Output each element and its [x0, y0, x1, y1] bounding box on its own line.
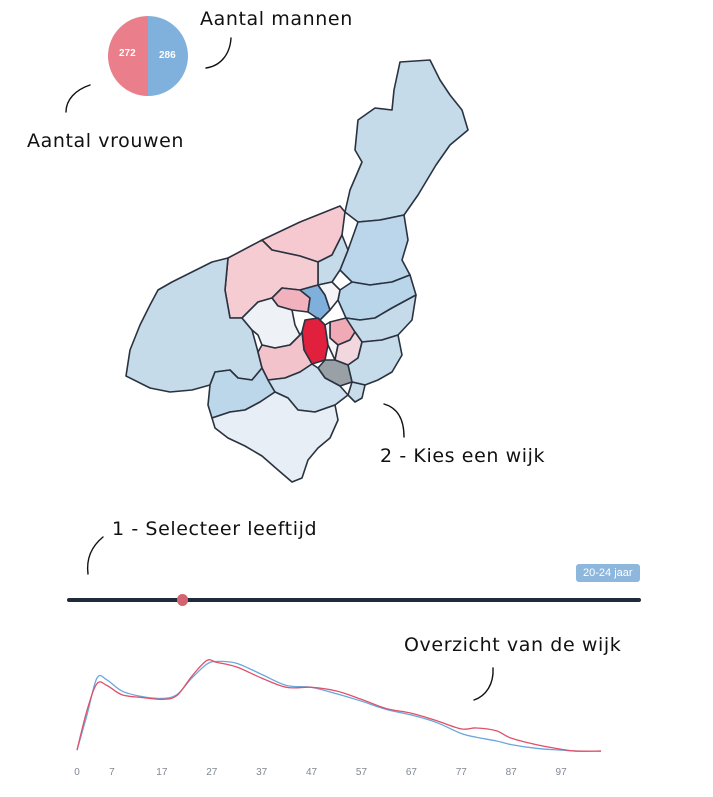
age-range-badge: 20-24 jaar	[576, 564, 640, 582]
women-annotation: Aantal vrouwen	[27, 130, 185, 152]
district-north-corridor[interactable]	[344, 59, 469, 223]
district-northeast-1[interactable]	[339, 214, 411, 286]
overview-annotation: Overzicht van de wijk	[404, 634, 622, 656]
district-far-southeast[interactable]	[347, 381, 366, 403]
district-southeast-blue[interactable]	[347, 334, 403, 386]
district-center-white-1[interactable]	[317, 281, 341, 311]
age-slider-track[interactable]	[67, 598, 641, 602]
select-age-annotation: 1 - Selecteer leeftijd	[112, 518, 318, 540]
district-south-large[interactable]	[211, 391, 339, 483]
men-annotation: Aantal mannen	[200, 8, 353, 30]
choose-district-annotation: 2 - Kies een wijk	[380, 445, 546, 467]
age-slider-handle[interactable]	[176, 594, 188, 606]
